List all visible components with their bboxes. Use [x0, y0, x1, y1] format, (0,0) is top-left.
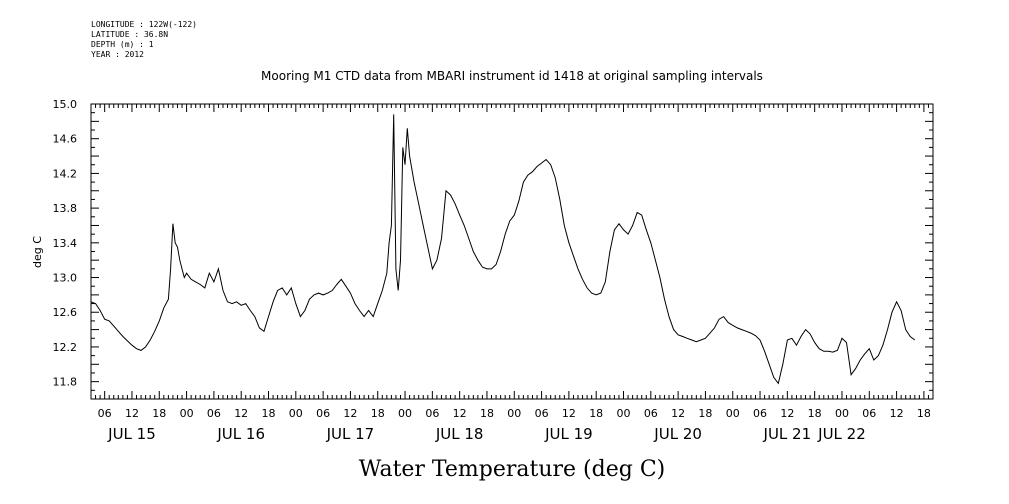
- x-day-label: JUL 16: [216, 425, 265, 443]
- x-hour-label: 12: [234, 407, 248, 420]
- series-line: [90, 114, 916, 385]
- x-day-label: JUL 17: [326, 425, 375, 443]
- x-day-label: JUL 20: [653, 425, 702, 443]
- x-hour-label: 18: [480, 407, 494, 420]
- y-tick-label: 12.2: [53, 341, 78, 354]
- x-axis: 06 12 18 00 06 12 18 00 06 12 18 00 06 12 18 00 06 12 18 00…: [90, 104, 934, 443]
- x-day-label: JUL 19: [544, 425, 593, 443]
- x-hour-label: 18: [371, 407, 385, 420]
- x-hour-label: 06: [753, 407, 767, 420]
- y-tick-label: 12.6: [53, 306, 78, 319]
- y-tick-label: 13.8: [53, 202, 78, 215]
- x-hour-label: 00: [180, 407, 194, 420]
- y-tick-label: 13.0: [53, 272, 78, 285]
- meta-year: YEAR : 2012: [91, 50, 144, 59]
- metadata-block: LONGITUDE : 122W(-122) LATITUDE : 36.8N …: [91, 20, 197, 60]
- x-hour-label: 12: [780, 407, 794, 420]
- y-tick-label: 15.0: [53, 98, 78, 111]
- x-hour-label: 00: [726, 407, 740, 420]
- x-hour-label: 12: [343, 407, 357, 420]
- x-hour-label: 18: [917, 407, 931, 420]
- x-hour-label: 06: [425, 407, 439, 420]
- x-day-label: JUL 15: [107, 425, 156, 443]
- x-hour-label: 18: [808, 407, 822, 420]
- x-hour-label: 06: [207, 407, 221, 420]
- x-hour-label: 06: [535, 407, 549, 420]
- meta-longitude: LONGITUDE : 122W(-122): [91, 20, 197, 29]
- x-hour-label: 06: [644, 407, 658, 420]
- x-hour-label: 18: [262, 407, 276, 420]
- meta-latitude: LATITUDE : 36.8N: [91, 30, 169, 39]
- x-hour-label: 00: [617, 407, 631, 420]
- x-day-label: JUL 22: [817, 425, 866, 443]
- y-axis-label: deg C: [31, 236, 44, 268]
- x-hour-label: 12: [671, 407, 685, 420]
- x-day-label: JUL 21: [763, 425, 812, 443]
- y-tick-label: 13.4: [53, 237, 78, 250]
- x-hour-label: 12: [562, 407, 576, 420]
- x-day-label: JUL 18: [435, 425, 484, 443]
- series-group: [90, 114, 916, 385]
- x-hour-label: 00: [835, 407, 849, 420]
- x-hour-label: 12: [125, 407, 139, 420]
- x-hour-label: 12: [890, 407, 904, 420]
- x-axis-label: Water Temperature (deg C): [359, 457, 666, 482]
- x-hour-label: 00: [289, 407, 303, 420]
- x-hour-label: 00: [507, 407, 521, 420]
- y-tick-label: 14.2: [53, 167, 78, 180]
- chart-title: Mooring M1 CTD data from MBARI instrumen…: [261, 69, 763, 83]
- x-hour-label: 06: [98, 407, 112, 420]
- y-tick-label: 14.6: [53, 133, 78, 146]
- x-hour-label: 18: [698, 407, 712, 420]
- y-tick-label: 11.8: [53, 376, 78, 389]
- x-hour-label: 12: [453, 407, 467, 420]
- x-hour-label: 00: [398, 407, 412, 420]
- x-hour-label: 06: [316, 407, 330, 420]
- y-axis: 11.8 12.2 12.6 13.0 13.4 13.8 14.2 14.6 15.0: [53, 98, 933, 400]
- x-hour-label: 06: [862, 407, 876, 420]
- x-hour-label: 18: [152, 407, 166, 420]
- x-hour-label: 18: [589, 407, 603, 420]
- meta-depth: DEPTH (m) : 1: [91, 40, 154, 49]
- plot-frame: [90, 103, 934, 400]
